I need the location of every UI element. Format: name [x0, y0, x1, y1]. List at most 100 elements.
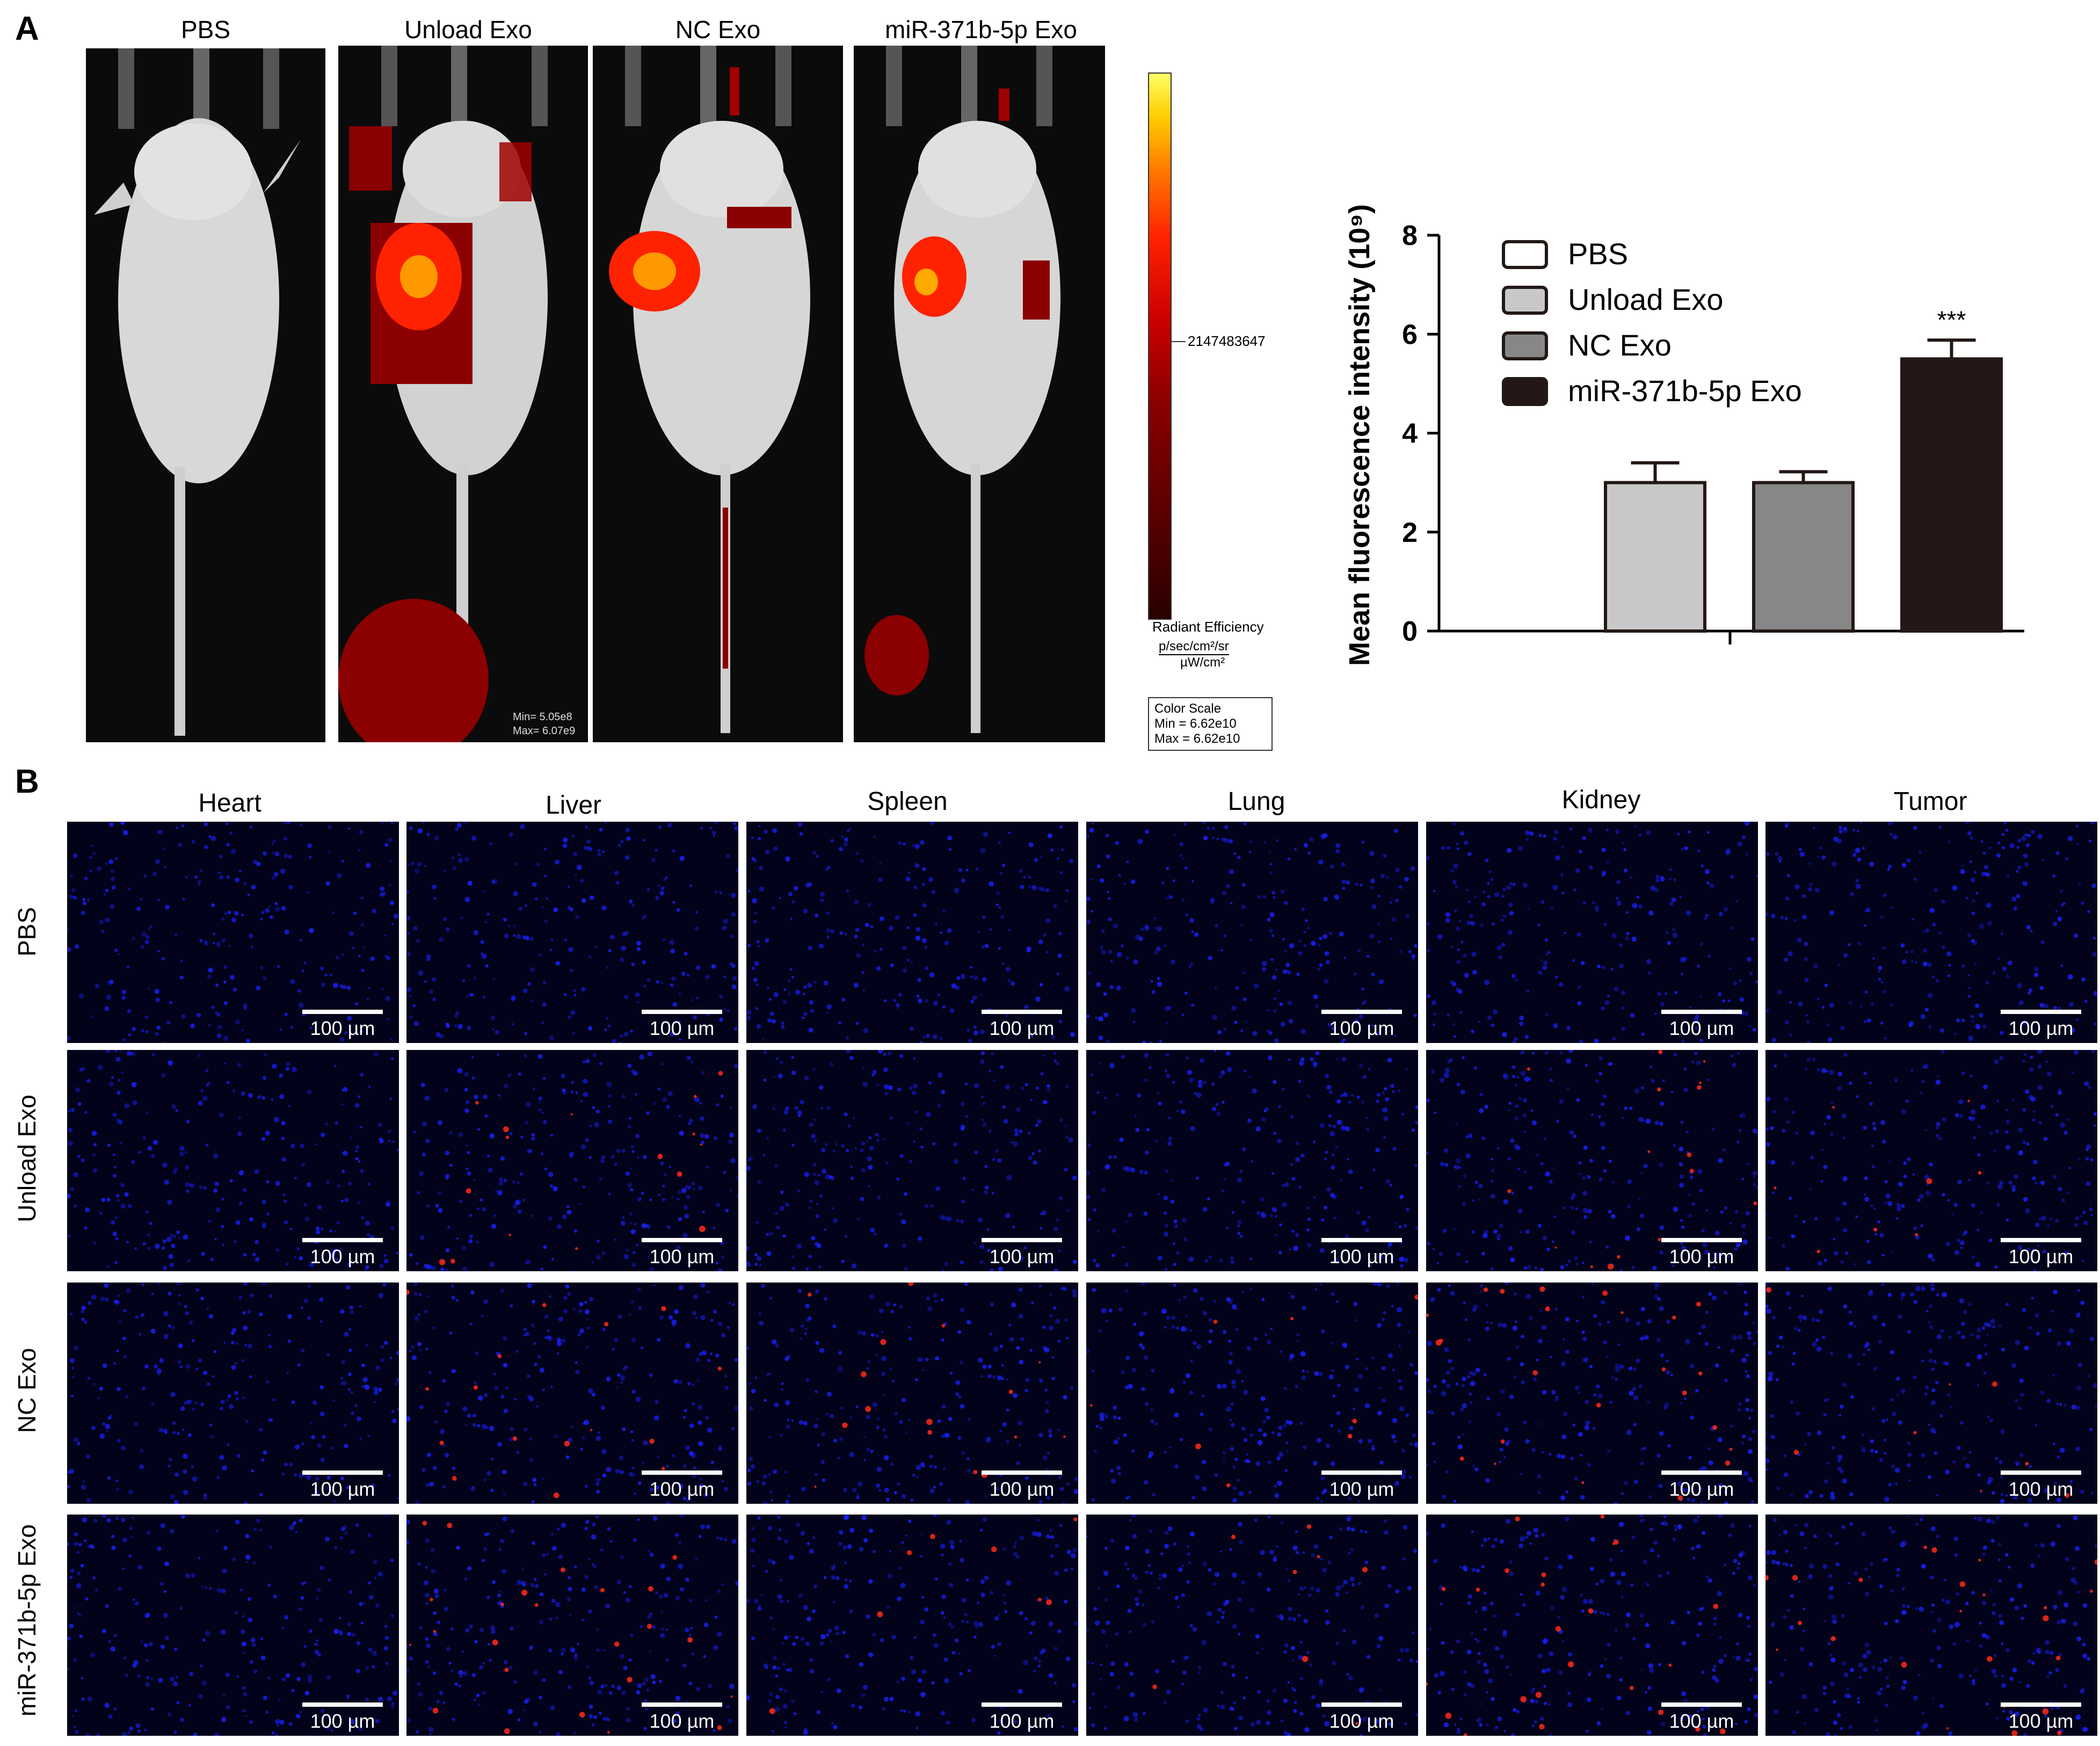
- scale-bar-line: [642, 1238, 722, 1242]
- colorbar-unit-numerator: p/sec/cm²/sr: [1159, 639, 1229, 655]
- micrograph-image: [409, 1051, 738, 1271]
- micrograph-lung-1: 100 µm: [1086, 1050, 1418, 1271]
- micrograph-kidney-3: 100 µm: [1426, 1515, 1758, 1736]
- scale-bar: 100 µm: [1321, 1470, 1402, 1501]
- radiance-colorbar: [1148, 73, 1172, 620]
- y-tick-label: 4: [1402, 418, 1418, 450]
- row-label-unload: Unload Exo: [13, 1095, 41, 1222]
- row-label-mir: miR-371b-5p Exo: [13, 1524, 41, 1716]
- scale-bar-line: [1321, 1470, 1402, 1475]
- scale-bar-line: [982, 1238, 1062, 1242]
- color-scale-max: Max = 6.62e10: [1154, 731, 1240, 746]
- column-label-spleen: Spleen: [867, 787, 948, 816]
- micrograph-lung-2: 100 µm: [1086, 1283, 1418, 1504]
- mouse-image-mir: [854, 46, 1105, 742]
- mouse-label-pbs: PBS: [180, 16, 231, 44]
- mouse-image-nc: [593, 46, 843, 742]
- scale-bar-label: 100 µm: [1669, 1245, 1734, 1267]
- scale-bar-label: 100 µm: [310, 1245, 375, 1267]
- micrograph-image: [1765, 1515, 2097, 1736]
- scale-bar-line: [302, 1010, 383, 1014]
- micrograph-image: [67, 1050, 399, 1271]
- scale-bar-line: [302, 1238, 383, 1242]
- scale-bar-label: 100 µm: [2008, 1478, 2074, 1500]
- micrograph-image: [1086, 1283, 1418, 1503]
- scale-bar-label: 100 µm: [1329, 1017, 1394, 1039]
- micrograph-image: [406, 1283, 738, 1504]
- scale-bar-line: [982, 1010, 1062, 1014]
- column-label-tumor: Tumor: [1893, 787, 1967, 816]
- scale-bar: 100 µm: [642, 1470, 722, 1501]
- column-label-lung: Lung: [1227, 787, 1285, 816]
- micrograph-image: [1426, 822, 1758, 1043]
- micrograph-kidney-2: 100 µm: [1426, 1283, 1758, 1504]
- micrograph-liver-3: 100 µm: [406, 1515, 738, 1736]
- scale-bar-line: [2001, 1238, 2081, 1242]
- colorbar-title: Radiant Efficiency: [1152, 619, 1264, 635]
- scale-bar: 100 µm: [1321, 1010, 1402, 1040]
- mouse-image-pbs: [86, 48, 325, 742]
- micrograph-image: [746, 822, 1076, 1043]
- micrograph-image: [67, 1283, 399, 1504]
- column-label-kidney: Kidney: [1561, 786, 1641, 814]
- micrograph-image: [406, 1515, 738, 1736]
- scale-bar: 100 µm: [302, 1702, 383, 1733]
- y-tick-label: 8: [1402, 220, 1418, 251]
- scale-bar-label: 100 µm: [1669, 1017, 1734, 1039]
- micrograph-image: [746, 1283, 1078, 1504]
- scale-bar: 100 µm: [982, 1470, 1062, 1501]
- micrograph-image: [1086, 822, 1418, 1043]
- scale-bar-line: [642, 1010, 722, 1014]
- scale-bar-label: 100 µm: [310, 1478, 375, 1500]
- scale-bar-label: 100 µm: [2008, 1245, 2074, 1267]
- micrograph-tumor-1: 100 µm: [1765, 1050, 2097, 1271]
- scale-bar: 100 µm: [1661, 1702, 1742, 1733]
- micrograph-heart-3: 100 µm: [67, 1515, 399, 1736]
- scale-bar-label: 100 µm: [1329, 1710, 1394, 1732]
- mouse-image-unload: [338, 46, 588, 742]
- scale-bar-label: 100 µm: [989, 1478, 1055, 1500]
- scale-bar: 100 µm: [302, 1238, 383, 1268]
- micrograph-heart-0: 100 µm: [67, 822, 399, 1043]
- panel-letter-a: A: [15, 10, 39, 47]
- color-scale-box: Color Scale Min = 6.62e10 Max = 6.62e10: [1148, 697, 1273, 751]
- scale-bar: 100 µm: [1321, 1702, 1402, 1733]
- scale-bar-line: [2001, 1010, 2081, 1014]
- fluorescence-bar-chart: 0 2 4 6 8 Mean fluorescence intensity (10⁹) **…: [1332, 161, 2083, 698]
- micrograph-image: [1426, 1515, 1758, 1736]
- scale-bar: 100 µm: [2001, 1010, 2081, 1040]
- micrograph-image: [746, 1515, 1078, 1735]
- micrograph-tumor-3: 100 µm: [1765, 1515, 2097, 1736]
- bar-chart-svg: 0 2 4 6 8 Mean fluorescence intensity (10⁹) **…: [1343, 204, 2024, 666]
- legend-swatch: [1502, 331, 1548, 360]
- scale-bar: 100 µm: [982, 1702, 1062, 1733]
- micrograph-heart-2: 100 µm: [67, 1283, 399, 1504]
- scale-bar-line: [1661, 1702, 1742, 1707]
- bar: [1604, 481, 1706, 633]
- bar: [1900, 357, 2003, 633]
- scale-bar-label: 100 µm: [2008, 1017, 2074, 1039]
- scale-bar: 100 µm: [1661, 1238, 1742, 1268]
- micrograph-image: [67, 822, 399, 1043]
- scale-bar: 100 µm: [642, 1702, 722, 1733]
- scale-bar-label: 100 µm: [1669, 1478, 1734, 1500]
- mouse-min-label: Min= 5.05e8: [513, 711, 572, 723]
- micrograph-spleen-2: 100 µm: [746, 1283, 1078, 1504]
- micrograph-tumor-2: 100 µm: [1765, 1283, 2097, 1504]
- y-tick-label: 6: [1402, 319, 1418, 350]
- scale-bar-label: 100 µm: [1329, 1478, 1394, 1500]
- scale-bar-line: [1321, 1238, 1402, 1242]
- scale-bar-label: 100 µm: [649, 1245, 715, 1267]
- scale-bar: 100 µm: [1661, 1470, 1742, 1501]
- scale-bar-label: 100 µm: [2008, 1710, 2074, 1732]
- y-axis-label: Mean fluorescence intensity (10⁹): [1343, 204, 1376, 666]
- scale-bar-line: [1321, 1010, 1402, 1014]
- micrograph-kidney-1: 100 µm: [1426, 1050, 1758, 1271]
- legend-swatch: [1502, 286, 1548, 315]
- micrograph-image: [406, 822, 738, 1043]
- scale-bar: 100 µm: [302, 1470, 383, 1501]
- micrograph-image: [1426, 1283, 1758, 1504]
- scale-bar-label: 100 µm: [989, 1245, 1055, 1267]
- scale-bar-label: 100 µm: [310, 1017, 375, 1039]
- scale-bar: 100 µm: [982, 1238, 1062, 1268]
